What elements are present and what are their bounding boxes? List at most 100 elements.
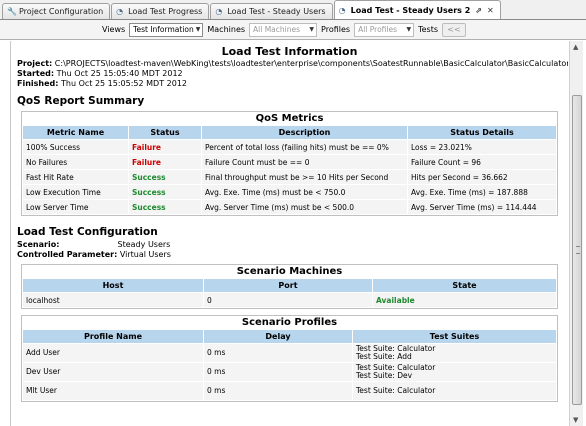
- chevron-down-icon: ▼: [406, 26, 412, 33]
- tab-load-test-steady-users[interactable]: ◔ Load Test - Steady Users: [210, 3, 333, 19]
- started-value: Thu Oct 25 15:05:40 MDT 2012: [56, 69, 183, 78]
- test-suite-line: Test Suite: Calculator: [356, 386, 436, 395]
- table-row: localhost 0 Available: [23, 293, 556, 307]
- views-select[interactable]: Test Information ▼: [129, 22, 204, 37]
- profile-delay: 0 ms: [204, 344, 352, 362]
- column-header: Test Suites: [353, 330, 556, 343]
- wrench-icon: 🔧: [7, 7, 17, 16]
- chevron-down-icon: ▼: [195, 26, 201, 33]
- status-badge: Success: [129, 200, 201, 214]
- config-section-title: Load Test Configuration: [17, 226, 158, 238]
- project-label: Project:: [17, 59, 53, 68]
- views-select-value: Test Information: [133, 25, 194, 34]
- qos-metrics-table: Metric Name Status Description Status De…: [22, 125, 557, 215]
- scenario-label: Scenario:: [17, 240, 60, 249]
- test-suite-line: Test Suite: Calculator: [356, 344, 436, 353]
- test-suite-line: Test Suite: Dev: [356, 371, 413, 380]
- metric-description: Percent of total loss (failing hits) mus…: [202, 140, 407, 154]
- scenario-profiles-panel: Scenario Profiles Profile Name Delay Tes…: [21, 315, 558, 402]
- scenario-row: Scenario: Steady Users: [11, 240, 568, 250]
- scenario-machines-panel: Scenario Machines Host Port State localh…: [21, 264, 558, 309]
- profile-test-suites: Test Suite: Calculator: [353, 382, 556, 400]
- tab-project-configuration[interactable]: 🔧 Project Configuration: [2, 3, 111, 19]
- metric-description: Avg. Exe. Time (ms) must be < 750.0: [202, 185, 407, 199]
- tab-load-test-progress[interactable]: ◔ Load Test Progress: [111, 3, 210, 19]
- finished-label: Finished:: [17, 79, 59, 88]
- controlled-parameter-row: Controlled Parameter: Virtual Users: [11, 250, 568, 260]
- column-header: Profile Name: [23, 330, 203, 343]
- view-toolbar: Views Test Information ▼ Machines All Ma…: [0, 20, 586, 40]
- scrollbar-thumb[interactable]: [572, 95, 582, 405]
- progress-icon: ◔: [116, 7, 124, 16]
- profile-name: Add User: [23, 344, 203, 362]
- report-content[interactable]: Load Test Information Project: C:\PROJEC…: [10, 41, 568, 426]
- scenario-machines-title: Scenario Machines: [236, 266, 343, 277]
- machines-select-value: All Machines: [253, 25, 301, 34]
- table-row: Fast Hit Rate Success Final throughput m…: [23, 170, 556, 184]
- table-header-row: Host Port State: [23, 279, 556, 292]
- test-suite-line: Test Suite: Add: [356, 352, 412, 361]
- project-row: Project: C:\PROJECTS\loadtest-maven\WebK…: [11, 59, 568, 69]
- metric-description: Final throughput must be >= 10 Hits per …: [202, 170, 407, 184]
- machine-host: localhost: [23, 293, 203, 307]
- profile-name: Mlt User: [23, 382, 203, 400]
- started-label: Started:: [17, 69, 55, 78]
- metric-name: Fast Hit Rate: [23, 170, 128, 184]
- project-value: C:\PROJECTS\loadtest-maven\WebKing\tests…: [54, 59, 568, 68]
- status-details: Avg. Exe. Time (ms) = 187.888: [408, 185, 556, 199]
- tab-label: Load Test - Steady Users: [227, 7, 326, 16]
- chevron-down-icon: ▼: [309, 26, 315, 33]
- tab-label: Load Test - Steady Users 2: [350, 5, 471, 15]
- machine-port: 0: [204, 293, 372, 307]
- vertical-scrollbar[interactable]: ▲ ▼: [569, 41, 583, 426]
- machines-label: Machines: [207, 25, 246, 34]
- page-title: Load Test Information: [221, 45, 358, 58]
- table-row: Dev User 0 ms Test Suite: Calculator Tes…: [23, 363, 556, 381]
- test-icon: ◔: [338, 5, 346, 15]
- metric-description: Failure Count must be == 0: [202, 155, 407, 169]
- status-badge: Failure: [129, 155, 201, 169]
- metric-name: 100% Success: [23, 140, 128, 154]
- column-header: Status Details: [408, 126, 556, 139]
- metric-description: Avg. Server Time (ms) must be < 500.0: [202, 200, 407, 214]
- scenario-profiles-table: Profile Name Delay Test Suites Add User …: [22, 329, 557, 401]
- finished-value: Thu Oct 25 15:05:52 MDT 2012: [61, 79, 187, 88]
- metric-name: Low Server Time: [23, 200, 128, 214]
- scroll-up-arrow-icon[interactable]: ▲: [573, 43, 579, 51]
- close-icon[interactable]: ✕: [487, 5, 494, 15]
- table-row: Add User 0 ms Test Suite: Calculator Tes…: [23, 344, 556, 362]
- table-header-row: Metric Name Status Description Status De…: [23, 126, 556, 139]
- started-row: Started: Thu Oct 25 15:05:40 MDT 2012: [11, 69, 568, 79]
- status-badge: Failure: [129, 140, 201, 154]
- scenario-machines-table: Host Port State localhost 0 Available: [22, 278, 557, 308]
- status-details: Loss = 23.021%: [408, 140, 556, 154]
- status-details: Avg. Server Time (ms) = 114.444: [408, 200, 556, 214]
- test-suite-line: Test Suite: Calculator: [356, 363, 436, 372]
- qos-metrics-title: QoS Metrics: [255, 113, 324, 124]
- controlled-parameter-label: Controlled Parameter:: [17, 250, 118, 259]
- tests-label: Tests: [418, 25, 438, 34]
- column-header: Host: [23, 279, 203, 292]
- controlled-parameter-value: Virtual Users: [119, 250, 171, 259]
- views-label: Views: [102, 25, 126, 34]
- metric-name: No Failures: [23, 155, 128, 169]
- profile-delay: 0 ms: [204, 363, 352, 381]
- metric-name: Low Execution Time: [23, 185, 128, 199]
- column-header: State: [373, 279, 556, 292]
- scenario-value: Steady Users: [117, 240, 171, 249]
- qos-metrics-panel: QoS Metrics Metric Name Status Descripti…: [21, 111, 558, 216]
- machine-state-badge: Available: [373, 293, 556, 307]
- table-row: Low Execution Time Success Avg. Exe. Tim…: [23, 185, 556, 199]
- profiles-select[interactable]: All Profiles ▼: [354, 22, 415, 37]
- profiles-label: Profiles: [321, 25, 351, 34]
- profile-name: Dev User: [23, 363, 203, 381]
- pin-icon[interactable]: ⇗: [475, 5, 482, 15]
- tab-label: Project Configuration: [19, 7, 104, 16]
- column-header: Status: [129, 126, 201, 139]
- tab-load-test-steady-users-2[interactable]: ◔ Load Test - Steady Users 2 ⇗ ✕: [333, 0, 501, 19]
- finished-row: Finished: Thu Oct 25 15:05:52 MDT 2012: [11, 79, 568, 89]
- status-badge: Success: [129, 170, 201, 184]
- machines-select[interactable]: All Machines ▼: [249, 22, 318, 37]
- tests-collapse-button[interactable]: <<: [442, 22, 466, 37]
- scroll-down-arrow-icon[interactable]: ▼: [573, 416, 579, 424]
